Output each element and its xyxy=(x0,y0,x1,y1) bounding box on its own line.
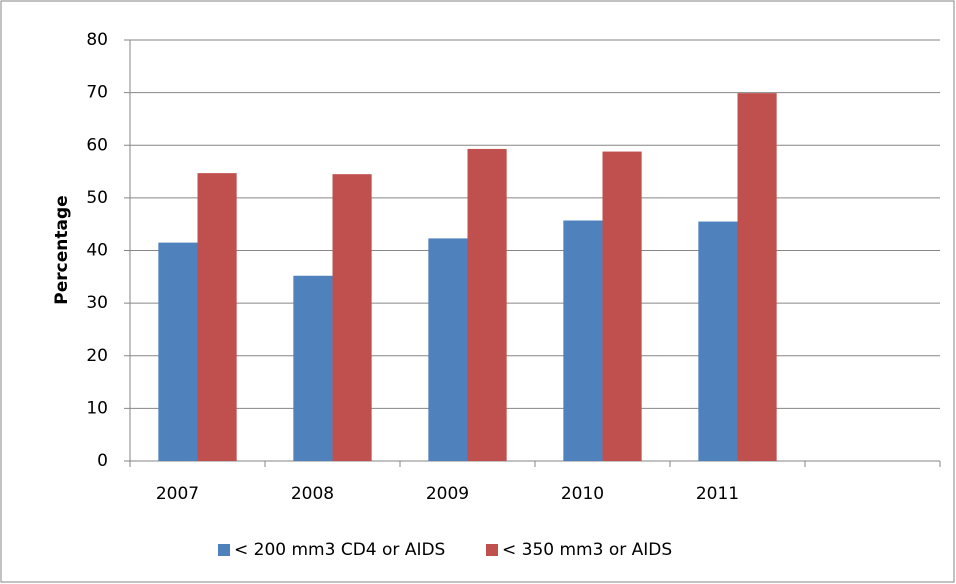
x-tick-label: 2007 xyxy=(156,484,199,504)
y-tick-label: 50 xyxy=(86,188,108,208)
bar xyxy=(698,221,738,461)
y-tick-label: 60 xyxy=(86,135,108,155)
legend-label: < 200 mm3 CD4 or AIDS xyxy=(234,540,445,560)
legend-swatch xyxy=(218,544,230,556)
bar xyxy=(197,173,237,462)
bar xyxy=(737,93,777,462)
bar xyxy=(467,148,507,461)
x-tick-label: 2011 xyxy=(696,484,739,504)
legend-label: < 350 mm3 or AIDS xyxy=(502,540,672,560)
bar xyxy=(428,238,468,461)
bar xyxy=(158,242,198,461)
y-tick-label: 30 xyxy=(86,293,108,313)
bar xyxy=(563,220,603,461)
y-tick-label: 40 xyxy=(86,241,108,261)
bar xyxy=(332,174,372,461)
bar xyxy=(293,275,333,461)
x-tick-label: 2008 xyxy=(291,484,334,504)
x-tick-label: 2009 xyxy=(426,484,469,504)
bar xyxy=(602,151,642,461)
y-tick-label: 10 xyxy=(86,398,108,418)
y-tick-label: 0 xyxy=(97,451,108,471)
legend-swatch xyxy=(486,544,498,556)
y-tick-label: 80 xyxy=(86,30,108,50)
x-tick-label: 2010 xyxy=(561,484,604,504)
y-tick-label: 70 xyxy=(86,83,108,103)
y-tick-label: 20 xyxy=(86,346,108,366)
y-axis-title: Percentage xyxy=(52,195,72,304)
